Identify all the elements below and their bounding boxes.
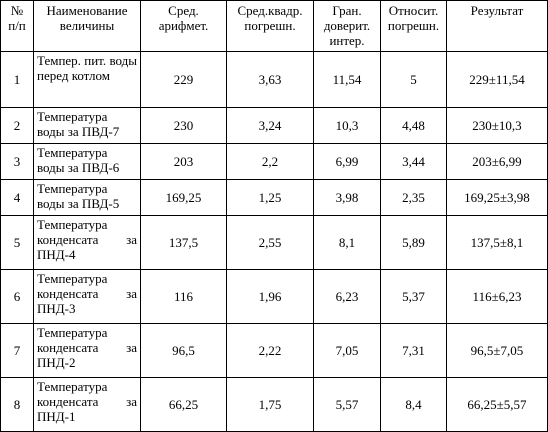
table-cell: 203±6,99 [446, 143, 548, 180]
table-cell: 6,23 [313, 269, 381, 324]
table-cell: 2 [0, 107, 34, 144]
table-cell: Температура воды за ПВД-7 [33, 107, 141, 144]
table-cell: 66,25±5,57 [446, 377, 548, 432]
table-cell: 96,5±7,05 [446, 323, 548, 378]
table-cell: 8 [0, 377, 34, 432]
table-cell: Температура воды за ПВД-5 [33, 179, 141, 216]
table-cell: 4 [0, 179, 34, 216]
table-cell: 11,54 [313, 51, 381, 108]
table-cell: 137,5±8,1 [446, 215, 548, 270]
table-cell: 230 [140, 107, 227, 144]
header-cell: № п/п [0, 0, 34, 52]
table-cell: 5 [0, 215, 34, 270]
table-cell: 66,25 [140, 377, 227, 432]
table-cell: 2,2 [226, 143, 314, 180]
table-cell: 5,57 [313, 377, 381, 432]
table-cell: Температура конденсата за ПНД-1 [33, 377, 141, 432]
table-cell: 5 [380, 51, 447, 108]
header-cell: Сред.квадр. погрешн. [226, 0, 314, 52]
table-cell: 169,25 [140, 179, 227, 216]
table-cell: 7 [0, 323, 34, 378]
header-row: № п/п Наименование величины Сред. арифмет.… [0, 0, 548, 52]
table-cell: 203 [140, 143, 227, 180]
table-row: 4 Температура воды за ПВД-5 169,25 1,25 3,98… [0, 179, 548, 216]
table-cell: 5,89 [380, 215, 447, 270]
table-cell: 3 [0, 143, 34, 180]
table-row: 5 Температура конденсата за ПНД-4 137,5 2,5… [0, 215, 548, 270]
table-cell: 8,4 [380, 377, 447, 432]
table-cell: 3,98 [313, 179, 381, 216]
table-cell: 5,37 [380, 269, 447, 324]
table-row: 1 Темпер. пит. воды перед котлом 229 3,63 11… [0, 51, 548, 108]
table-cell: Температура конденсата за ПНД-4 [33, 215, 141, 270]
table-cell: 1,96 [226, 269, 314, 324]
table-cell: 6,99 [313, 143, 381, 180]
table-cell: Температура конденсата за ПНД-3 [33, 269, 141, 324]
header-cell: Результат [446, 0, 548, 52]
table-cell: 1,25 [226, 179, 314, 216]
table-cell: 1,75 [226, 377, 314, 432]
header-cell: Относит. погрешн. [380, 0, 447, 52]
table-cell: 3,24 [226, 107, 314, 144]
table-cell: 3,44 [380, 143, 447, 180]
table-row: 2 Температура воды за ПВД-7 230 3,24 10,3 4,4… [0, 107, 548, 144]
table-cell: 2,55 [226, 215, 314, 270]
table-cell: 3,63 [226, 51, 314, 108]
table-cell: 169,25±3,98 [446, 179, 548, 216]
table-cell: 116 [140, 269, 227, 324]
table-cell: 8,1 [313, 215, 381, 270]
header-cell: Гран. доверит. интер. [313, 0, 381, 52]
header-cell: Сред. арифмет. [140, 0, 227, 52]
header-cell: Наименование величины [33, 0, 141, 52]
table-cell: 7,31 [380, 323, 447, 378]
table-cell: 10,3 [313, 107, 381, 144]
table-cell: Температура конденсата за ПНД-2 [33, 323, 141, 378]
table-cell: 230±10,3 [446, 107, 548, 144]
table-cell: 96,5 [140, 323, 227, 378]
table-cell: 229±11,54 [446, 51, 548, 108]
table-header: № п/п Наименование величины Сред. арифмет.… [0, 0, 548, 52]
table-row: 8 Температура конденсата за ПНД-1 66,25 1,7… [0, 377, 548, 432]
table-cell: Темпер. пит. воды перед котлом [33, 51, 141, 108]
table-cell: 2,35 [380, 179, 447, 216]
table-row: 7 Температура конденсата за ПНД-2 96,5 2,22… [0, 323, 548, 378]
table-cell: 4,48 [380, 107, 447, 144]
table-cell: 1 [0, 51, 34, 108]
table-cell: 2,22 [226, 323, 314, 378]
table-cell: 7,05 [313, 323, 381, 378]
table-cell: 6 [0, 269, 34, 324]
table-row: 6 Температура конденсата за ПНД-3 116 1,96 6… [0, 269, 548, 324]
table-cell: Температура воды за ПВД-6 [33, 143, 141, 180]
table-cell: 116±6,23 [446, 269, 548, 324]
table-row: 3 Температура воды за ПВД-6 203 2,2 6,99 3,44… [0, 143, 548, 180]
table-cell: 229 [140, 51, 227, 108]
table-cell: 137,5 [140, 215, 227, 270]
table-body: 1 Темпер. пит. воды перед котлом 229 3,63 11… [0, 51, 548, 432]
